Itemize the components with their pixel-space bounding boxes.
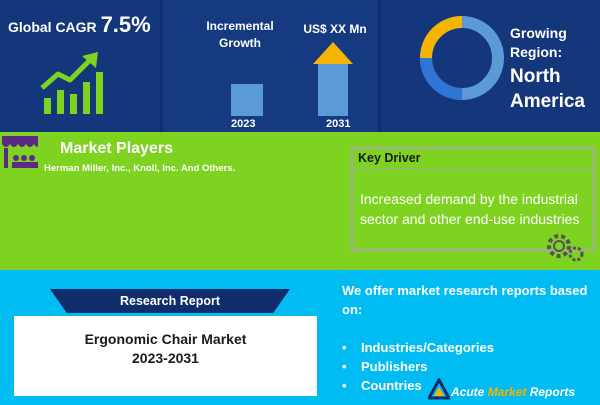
logo-text: Acute Market Reports [451, 385, 575, 399]
research-report-banner [50, 289, 290, 313]
key-driver-box [351, 147, 595, 251]
market-players-list: Herman Miller, Inc., Knoll, Inc. And Oth… [44, 163, 236, 174]
arrow-up-icon [313, 42, 353, 64]
incremental-growth-label: Incremental Growth [206, 19, 274, 50]
logo-word-market: Market [487, 385, 527, 399]
growth-chart-icon [40, 52, 103, 114]
key-driver-title: Key Driver [358, 151, 421, 165]
year-end: 2031 [326, 118, 351, 130]
gear-icon [547, 234, 584, 262]
logo-word-reports: Reports [529, 385, 576, 399]
key-driver-text: Increased demand by the industrial secto… [360, 191, 580, 227]
region-name: North America [510, 66, 585, 112]
offer-text: We offer market research reports based o… [342, 283, 588, 317]
logo-word-acute: Acute [451, 385, 485, 399]
cagr-label: Global CAGR [8, 19, 97, 35]
market-players-title: Market Players [60, 140, 173, 157]
market-stall-icon [2, 136, 38, 168]
key-driver-divider [353, 168, 593, 169]
usd-label: US$ XX Mn [303, 22, 367, 36]
report-title-line1: Ergonomic Chair Market [84, 331, 247, 347]
offer-list: Industries/Categories Publishers Countri… [342, 338, 494, 395]
research-report-label: Research Report [119, 294, 221, 308]
logo-triangle-icon [428, 378, 450, 400]
report-title-line2: 2023-2031 [132, 350, 199, 366]
year-start: 2023 [231, 118, 256, 130]
region-donut-icon [420, 16, 504, 100]
offer-item-countries: Countries [342, 376, 494, 395]
offer-item-publishers: Publishers [342, 357, 494, 376]
report-title: Ergonomic Chair Market 2023-2031 [14, 330, 317, 368]
bar-end [318, 64, 348, 116]
cagr-text: Global CAGR 7.5% [8, 12, 151, 38]
cagr-panel [0, 0, 160, 132]
region-panel [381, 0, 600, 132]
region-label: Growing Region: [510, 25, 567, 60]
offer-item-industries: Industries/Categories [342, 338, 494, 357]
players-band [0, 132, 600, 270]
cagr-value: 7.5% [100, 12, 151, 37]
report-card [14, 316, 317, 396]
bar-start [231, 84, 263, 116]
